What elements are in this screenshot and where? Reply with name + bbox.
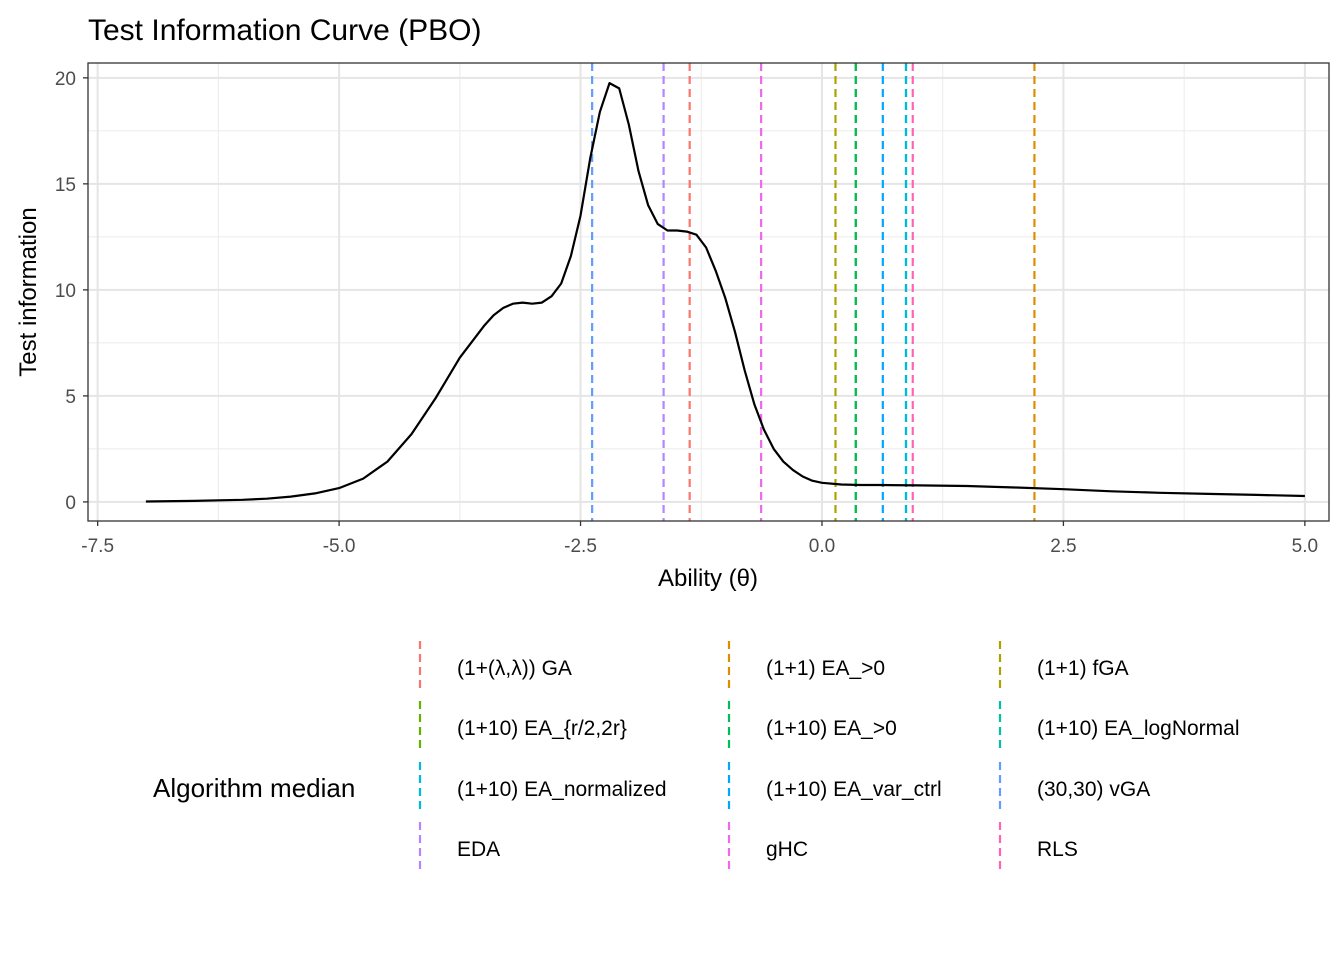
x-tick-label: -5.0 <box>323 536 356 557</box>
panel-border <box>87 62 1330 522</box>
legend-label: (1+10) EA_logNormal <box>1037 717 1240 740</box>
y-tick-label: 10 <box>55 281 76 302</box>
median-lines <box>591 63 1036 521</box>
chart-title: Test Information Curve (PBO) <box>88 14 481 47</box>
y-axis-ticks: 0 5 10 15 20 <box>55 69 88 514</box>
legend-item: (1+10) EA_>0 <box>727 701 897 753</box>
information-curve <box>145 82 1305 503</box>
major-gridlines <box>88 63 1329 521</box>
legend-item: (1+1) fGA <box>998 641 1129 693</box>
y-tick-label: 15 <box>55 175 76 196</box>
y-tick-label: 20 <box>55 69 76 90</box>
legend-label: (30,30) vGA <box>1037 778 1150 801</box>
legend-label: (1+1) fGA <box>1037 657 1129 680</box>
legend-label: (1+10) EA_var_ctrl <box>766 778 942 801</box>
legend-item: (30,30) vGA <box>998 762 1150 814</box>
legend-item: (1+10) EA_var_ctrl <box>727 762 942 814</box>
legend-label: (1+1) EA_>0 <box>766 657 885 680</box>
x-tick-label: -2.5 <box>564 536 597 557</box>
legend-label: EDA <box>457 838 500 861</box>
legend-label: (1+10) EA_{r/2,2r} <box>457 717 627 740</box>
x-tick-label: 2.5 <box>1050 536 1076 557</box>
legend-item: (1+10) EA_{r/2,2r} <box>418 701 627 753</box>
legend-item: (1+1) EA_>0 <box>727 641 885 693</box>
x-axis-title: Ability (θ) <box>658 565 758 592</box>
x-tick-label: 5.0 <box>1292 536 1318 557</box>
legend-label: gHC <box>766 838 808 861</box>
y-axis-title: Test information <box>15 207 42 376</box>
y-tick-label: 0 <box>65 493 76 514</box>
series-layer <box>145 82 1305 503</box>
legend-title: Algorithm median <box>153 773 355 803</box>
legend-label: (1+(λ,λ)) GA <box>457 657 572 680</box>
y-tick-label: 5 <box>65 387 76 408</box>
legend-item: (1+10) EA_logNormal <box>998 701 1240 753</box>
x-tick-label: 0.0 <box>809 536 835 557</box>
x-axis-ticks: -7.5 -5.0 -2.5 0.0 2.5 5.0 <box>81 521 1318 557</box>
x-tick-label: -7.5 <box>81 536 114 557</box>
legend: (1+(λ,λ)) GA (1+1) EA_>0 (1+1) fGA (1+10) E… <box>418 641 1240 874</box>
legend-label: (1+10) EA_>0 <box>766 717 897 740</box>
legend-item: (1+(λ,λ)) GA <box>418 641 572 693</box>
legend-label: RLS <box>1037 838 1078 861</box>
minor-gridlines <box>88 63 1329 521</box>
legend-item: RLS <box>998 822 1078 874</box>
legend-item: EDA <box>418 822 500 874</box>
legend-label: (1+10) EA_normalized <box>457 778 667 801</box>
legend-item: gHC <box>727 822 808 874</box>
legend-item: (1+10) EA_normalized <box>418 762 667 814</box>
